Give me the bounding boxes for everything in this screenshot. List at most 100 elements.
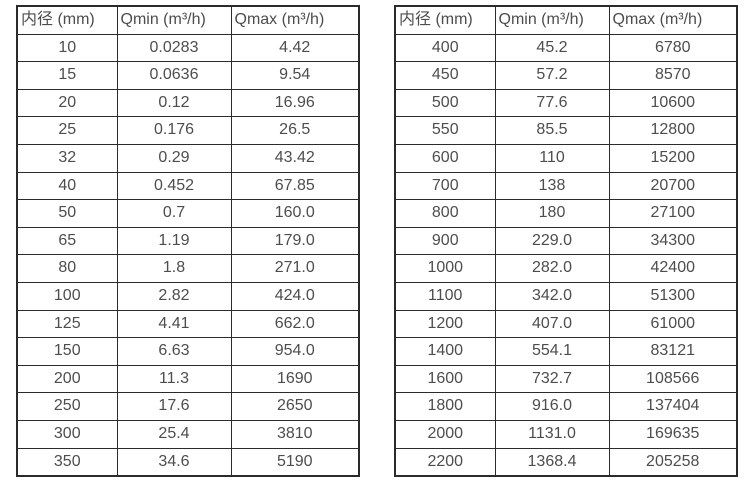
cell-qmin: 554.1 xyxy=(494,337,610,366)
cell-qmin: 180 xyxy=(494,199,610,228)
col-header-diameter: 内径 (mm) xyxy=(16,5,118,35)
table-row: 50 0.7 160.0 xyxy=(16,199,360,228)
cell-diameter: 200 xyxy=(16,364,118,394)
cell-diameter: 50 xyxy=(16,199,118,228)
table-row: 450 57.2 8570 xyxy=(394,61,738,90)
cell-qmax: 67.85 xyxy=(230,171,360,201)
cell-qmin: 282.0 xyxy=(494,254,610,283)
table-row: 500 77.6 10600 xyxy=(394,88,738,118)
cell-qmin: 4.41 xyxy=(116,309,232,339)
cell-diameter: 250 xyxy=(16,392,118,421)
cell-qmin: 6.63 xyxy=(116,337,232,366)
cell-qmax: 20700 xyxy=(608,171,738,201)
table-row: 32 0.29 43.42 xyxy=(16,143,360,173)
cell-diameter: 40 xyxy=(16,171,118,201)
table-row: 1100 342.0 51300 xyxy=(394,281,738,311)
cell-diameter: 450 xyxy=(394,61,496,90)
cell-qmax: 10600 xyxy=(608,88,738,118)
cell-diameter: 900 xyxy=(394,226,496,256)
cell-qmax: 16.96 xyxy=(230,88,360,118)
table-row: 20 0.12 16.96 xyxy=(16,88,360,118)
table-row: 10 0.0283 4.42 xyxy=(16,33,360,63)
cell-qmin: 1.19 xyxy=(116,226,232,256)
cell-diameter: 25 xyxy=(16,116,118,145)
table-row: 内径 (mm) Qmin (m³/h) Qmax (m³/h) xyxy=(394,5,738,35)
table-row: 40 0.452 67.85 xyxy=(16,171,360,201)
table-row: 800 180 27100 xyxy=(394,199,738,228)
table-row: 2200 1368.4 205258 xyxy=(394,447,738,477)
cell-qmin: 732.7 xyxy=(494,364,610,394)
cell-qmax: 1690 xyxy=(230,364,360,394)
cell-diameter: 2200 xyxy=(394,447,496,477)
table-row: 150 6.63 954.0 xyxy=(16,337,360,366)
cell-diameter: 1200 xyxy=(394,309,496,339)
cell-diameter: 65 xyxy=(16,226,118,256)
cell-qmin: 45.2 xyxy=(494,33,610,63)
cell-diameter: 1000 xyxy=(394,254,496,283)
table-row: 80 1.8 271.0 xyxy=(16,254,360,283)
cell-qmin: 229.0 xyxy=(494,226,610,256)
table-row: 125 4.41 662.0 xyxy=(16,309,360,339)
cell-qmax: 137404 xyxy=(608,392,738,421)
table-header-row: 内径 (mm) Qmin (m³/h) Qmax (m³/h) xyxy=(394,5,738,35)
cell-qmax: 271.0 xyxy=(230,254,360,283)
cell-qmax: 160.0 xyxy=(230,199,360,228)
cell-diameter: 550 xyxy=(394,116,496,145)
cell-qmin: 17.6 xyxy=(116,392,232,421)
cell-qmin: 0.12 xyxy=(116,88,232,118)
table-row: 900 229.0 34300 xyxy=(394,226,738,256)
cell-diameter: 1400 xyxy=(394,337,496,366)
cell-qmin: 77.6 xyxy=(494,88,610,118)
cell-diameter: 150 xyxy=(16,337,118,366)
cell-qmin: 34.6 xyxy=(116,447,232,477)
cell-qmin: 0.0283 xyxy=(116,33,232,63)
cell-qmin: 0.0636 xyxy=(116,61,232,90)
cell-diameter: 2000 xyxy=(394,419,496,449)
col-header-diameter: 内径 (mm) xyxy=(394,5,496,35)
table-body: 400 45.2 6780 450 57.2 8570 500 77.6 10600 550 85.… xyxy=(394,33,738,477)
cell-qmax: 42400 xyxy=(608,254,738,283)
cell-qmin: 57.2 xyxy=(494,61,610,90)
cell-qmin: 0.452 xyxy=(116,171,232,201)
cell-qmax: 662.0 xyxy=(230,309,360,339)
cell-diameter: 80 xyxy=(16,254,118,283)
cell-qmin: 110 xyxy=(494,143,610,173)
cell-diameter: 1100 xyxy=(394,281,496,311)
cell-qmax: 26.5 xyxy=(230,116,360,145)
cell-diameter: 300 xyxy=(16,419,118,449)
table-row: 600 110 15200 xyxy=(394,143,738,173)
flow-table-small-diameters: 内径 (mm) Qmin (m³/h) Qmax (m³/h) 10 0.0283 4.… xyxy=(16,5,360,478)
cell-diameter: 500 xyxy=(394,88,496,118)
cell-diameter: 400 xyxy=(394,33,496,63)
cell-qmin: 25.4 xyxy=(116,419,232,449)
cell-diameter: 800 xyxy=(394,199,496,228)
cell-qmin: 0.176 xyxy=(116,116,232,145)
cell-qmax: 954.0 xyxy=(230,337,360,366)
table-row: 1200 407.0 61000 xyxy=(394,309,738,339)
cell-qmax: 205258 xyxy=(608,447,738,477)
cell-qmax: 27100 xyxy=(608,199,738,228)
table-row: 1600 732.7 108566 xyxy=(394,364,738,394)
cell-qmax: 4.42 xyxy=(230,33,360,63)
cell-qmax: 3810 xyxy=(230,419,360,449)
cell-qmin: 0.7 xyxy=(116,199,232,228)
table-row: 200 11.3 1690 xyxy=(16,364,360,394)
cell-qmax: 2650 xyxy=(230,392,360,421)
cell-qmax: 9.54 xyxy=(230,61,360,90)
table-row: 400 45.2 6780 xyxy=(394,33,738,63)
cell-diameter: 600 xyxy=(394,143,496,173)
table-row: 15 0.0636 9.54 xyxy=(16,61,360,90)
cell-qmax: 61000 xyxy=(608,309,738,339)
cell-qmax: 5190 xyxy=(230,447,360,477)
cell-diameter: 700 xyxy=(394,171,496,201)
cell-qmax: 6780 xyxy=(608,33,738,63)
col-header-qmax: Qmax (m³/h) xyxy=(608,5,738,35)
cell-qmin: 1368.4 xyxy=(494,447,610,477)
col-header-qmax: Qmax (m³/h) xyxy=(230,5,360,35)
table-row: 550 85.5 12800 xyxy=(394,116,738,145)
table-row: 700 138 20700 xyxy=(394,171,738,201)
cell-qmax: 108566 xyxy=(608,364,738,394)
cell-qmax: 12800 xyxy=(608,116,738,145)
cell-qmax: 8570 xyxy=(608,61,738,90)
cell-diameter: 1600 xyxy=(394,364,496,394)
